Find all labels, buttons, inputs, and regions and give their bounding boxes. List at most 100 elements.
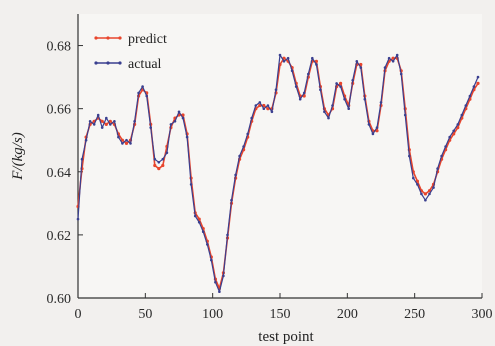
data-point (468, 94, 472, 98)
data-point (343, 97, 346, 101)
y-tick-label: 0.66 (47, 103, 72, 118)
data-point (96, 113, 100, 117)
data-point (234, 173, 237, 177)
data-point (456, 123, 460, 126)
data-point (464, 104, 468, 107)
data-point (298, 97, 302, 101)
data-point (391, 60, 395, 63)
data-point (266, 107, 270, 111)
data-point (246, 132, 249, 136)
data-point (133, 120, 136, 123)
legend-label-actual: actual (128, 57, 162, 72)
data-point (270, 110, 274, 114)
data-point (153, 157, 157, 161)
legend-marker (94, 36, 98, 40)
data-point (367, 123, 371, 126)
series-line-actual (77, 54, 479, 293)
x-tick-label: 0 (75, 307, 82, 322)
data-point (80, 157, 84, 161)
data-point (448, 135, 452, 139)
data-point (169, 123, 173, 126)
data-point (88, 120, 92, 123)
data-point (218, 290, 221, 294)
data-point (399, 72, 403, 76)
y-axis-label: F/(kg/s) (10, 132, 26, 180)
data-point (161, 157, 165, 161)
data-point (117, 135, 120, 139)
data-point (460, 113, 464, 117)
data-point (290, 69, 294, 73)
data-point (427, 189, 432, 193)
series-actual (76, 53, 480, 294)
data-point (444, 145, 447, 148)
data-point (197, 217, 201, 221)
data-point (206, 243, 209, 246)
data-point (315, 63, 318, 66)
data-point (403, 113, 407, 117)
data-point (185, 135, 189, 139)
data-point (197, 221, 201, 224)
data-point (193, 214, 197, 218)
data-point (363, 97, 367, 101)
data-point (379, 101, 383, 104)
data-point (412, 176, 415, 180)
data-point (181, 116, 185, 120)
data-point (375, 129, 379, 133)
data-point (214, 280, 217, 284)
data-point (335, 82, 338, 85)
data-point (250, 116, 253, 120)
axes: 0 50 100 150 200 250 300 0.60 0.62 0.64 0.66 0.68 te… (10, 14, 493, 345)
data-point (145, 94, 148, 98)
legend-marker (94, 61, 98, 65)
x-tick-label: 250 (404, 307, 425, 322)
data-point (189, 183, 193, 186)
data-point (307, 72, 310, 76)
series-layer (76, 53, 480, 294)
data-point (456, 126, 460, 130)
data-point (161, 163, 165, 168)
data-point (383, 66, 387, 69)
data-point (452, 129, 456, 133)
data-point (375, 126, 379, 129)
y-tick-label: 0.68 (47, 40, 72, 55)
data-point (294, 85, 298, 88)
data-point (109, 123, 112, 126)
data-point (104, 122, 108, 126)
plot-background (78, 14, 482, 298)
data-point (319, 88, 322, 91)
data-point (76, 217, 80, 221)
data-point (100, 126, 104, 129)
data-point (286, 56, 290, 60)
data-point (395, 53, 399, 57)
data-point (347, 107, 351, 110)
data-point (113, 120, 116, 123)
data-point (124, 141, 129, 145)
data-point (157, 167, 161, 171)
legend-marker (118, 36, 122, 40)
data-point (323, 110, 326, 114)
data-point (371, 132, 375, 136)
data-point (242, 145, 245, 148)
x-tick-label: 300 (472, 307, 493, 322)
data-point (359, 66, 363, 69)
legend-marker (106, 36, 110, 40)
data-point (121, 142, 124, 145)
data-point (351, 79, 355, 82)
data-point (141, 85, 144, 88)
data-point (100, 119, 104, 123)
data-point (436, 167, 439, 170)
data-point (440, 154, 443, 158)
data-point (314, 59, 318, 63)
x-axis-label: test point (258, 329, 314, 345)
data-point (262, 107, 266, 110)
data-point (165, 151, 169, 155)
y-tick-label: 0.60 (47, 292, 72, 307)
legend-label-predict: predict (128, 32, 167, 47)
data-point (432, 186, 435, 189)
data-point (339, 81, 343, 85)
data-point (201, 230, 205, 233)
x-tick-label: 150 (270, 307, 291, 322)
data-point (105, 116, 108, 120)
